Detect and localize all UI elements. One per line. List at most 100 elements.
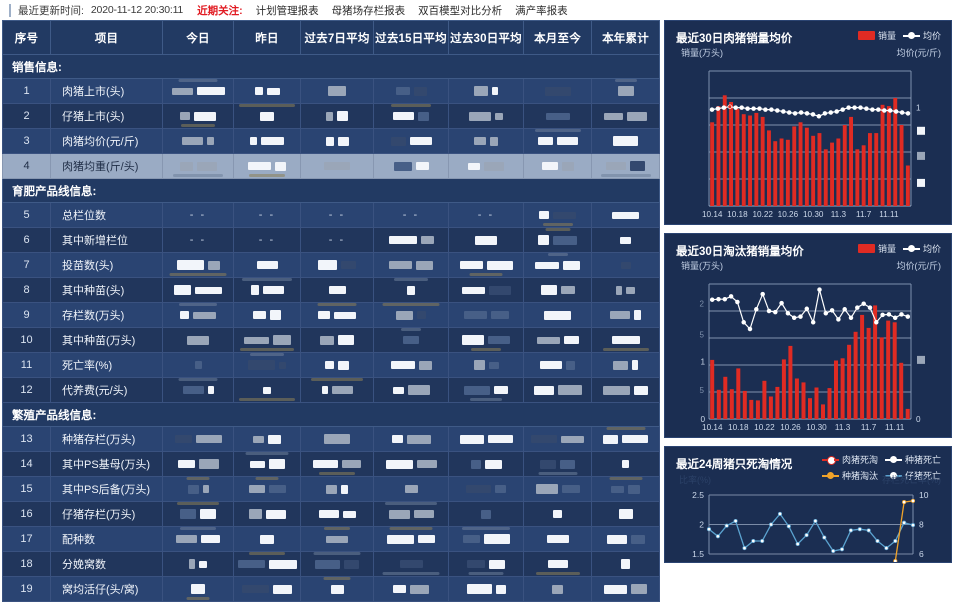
row-value-masked[interactable] bbox=[591, 377, 660, 403]
row-value-masked[interactable] bbox=[300, 476, 374, 502]
col-header-ytd[interactable]: 本年累计 bbox=[591, 20, 660, 55]
table-row[interactable]: 10 其中种苗(万头) bbox=[2, 327, 660, 353]
row-value-masked[interactable] bbox=[300, 302, 374, 328]
row-value-masked[interactable] bbox=[373, 128, 449, 154]
report-link-plan-management[interactable]: 计划管理报表 bbox=[255, 4, 319, 17]
table-row[interactable]: 1 肉猪上市(头) bbox=[2, 78, 660, 104]
row-value-masked[interactable] bbox=[373, 426, 449, 452]
row-value-masked[interactable] bbox=[373, 476, 449, 502]
row-value-masked[interactable] bbox=[233, 153, 301, 179]
row-value-masked[interactable] bbox=[591, 252, 660, 278]
row-value-masked[interactable] bbox=[448, 327, 524, 353]
col-header-today[interactable]: 今日 bbox=[162, 20, 234, 55]
row-value-masked[interactable] bbox=[233, 377, 301, 403]
row-value-masked[interactable] bbox=[448, 103, 524, 129]
table-row[interactable]: 2 仔猪上市(头) bbox=[2, 103, 660, 129]
col-header-avg7[interactable]: 过去7日平均 bbox=[300, 20, 374, 55]
row-value-masked[interactable] bbox=[233, 551, 301, 577]
row-value-masked[interactable] bbox=[162, 277, 234, 303]
row-value-masked[interactable] bbox=[373, 277, 449, 303]
row-value-masked[interactable] bbox=[448, 227, 524, 253]
row-value-masked[interactable] bbox=[591, 202, 660, 228]
row-value-masked[interactable] bbox=[523, 252, 592, 278]
report-link-sow-farm-inventory[interactable]: 母猪场存栏报表 bbox=[331, 4, 406, 17]
row-value-masked[interactable] bbox=[233, 576, 301, 602]
chart1-legend-item-price[interactable]: 均价 bbox=[902, 29, 941, 42]
row-value-masked[interactable] bbox=[162, 252, 234, 278]
row-value-masked[interactable] bbox=[448, 501, 524, 527]
row-value-masked[interactable] bbox=[233, 302, 301, 328]
row-value-masked[interactable] bbox=[373, 252, 449, 278]
row-value-masked[interactable] bbox=[448, 476, 524, 502]
chart-card-culled-sales[interactable]: 最近30日淘汰猪销量均价 销量 均价 销量(万头) 均价(元/斤) 10.14 1… bbox=[664, 233, 952, 438]
row-value-masked[interactable] bbox=[300, 501, 374, 527]
row-value-masked[interactable] bbox=[373, 377, 449, 403]
row-value-masked[interactable] bbox=[591, 302, 660, 328]
table-row[interactable]: 18 分娩窝数 bbox=[2, 551, 660, 577]
col-header-item[interactable]: 项目 bbox=[50, 20, 163, 55]
col-header-mtd[interactable]: 本月至今 bbox=[523, 20, 592, 55]
row-value-masked[interactable] bbox=[233, 451, 301, 477]
row-value-masked[interactable] bbox=[523, 451, 592, 477]
row-value-masked[interactable] bbox=[300, 426, 374, 452]
col-header-avg15[interactable]: 过去15日平均 bbox=[373, 20, 449, 55]
row-value-masked[interactable] bbox=[233, 277, 301, 303]
row-value-masked[interactable] bbox=[591, 103, 660, 129]
row-value-masked[interactable] bbox=[373, 302, 449, 328]
row-value-masked[interactable] bbox=[373, 227, 449, 253]
table-row[interactable]: 4 肉猪均重(斤/头) bbox=[2, 153, 660, 179]
row-value-masked[interactable] bbox=[233, 78, 301, 104]
row-value-masked[interactable] bbox=[162, 327, 234, 353]
row-value-masked[interactable] bbox=[162, 501, 234, 527]
row-value-masked[interactable] bbox=[162, 352, 234, 378]
row-value-masked[interactable] bbox=[523, 128, 592, 154]
row-value-masked[interactable] bbox=[373, 451, 449, 477]
table-row[interactable]: 12 代养费(元/头) bbox=[2, 377, 660, 403]
row-value-masked[interactable] bbox=[162, 153, 234, 179]
row-value-masked[interactable] bbox=[591, 526, 660, 552]
row-value-masked[interactable] bbox=[523, 377, 592, 403]
row-value-masked[interactable] bbox=[300, 103, 374, 129]
row-value-masked[interactable] bbox=[300, 526, 374, 552]
row-value-masked[interactable] bbox=[448, 252, 524, 278]
row-value-masked[interactable] bbox=[523, 78, 592, 104]
row-value-masked[interactable] bbox=[162, 302, 234, 328]
table-row[interactable]: 5 总栏位数 - - - - - - - - - - bbox=[2, 202, 660, 228]
row-value-dash[interactable]: - - bbox=[300, 227, 374, 253]
row-value-dash[interactable]: - - bbox=[448, 202, 524, 228]
row-value-masked[interactable] bbox=[523, 227, 592, 253]
row-value-masked[interactable] bbox=[162, 78, 234, 104]
row-value-masked[interactable] bbox=[523, 576, 592, 602]
row-value-masked[interactable] bbox=[448, 451, 524, 477]
row-value-masked[interactable] bbox=[373, 103, 449, 129]
report-link-double-hundred-model[interactable]: 双百模型对比分析 bbox=[418, 4, 503, 17]
row-value-masked[interactable] bbox=[448, 128, 524, 154]
row-value-masked[interactable] bbox=[448, 277, 524, 303]
row-value-masked[interactable] bbox=[300, 551, 374, 577]
row-value-masked[interactable] bbox=[162, 451, 234, 477]
row-value-masked[interactable] bbox=[448, 551, 524, 577]
row-value-masked[interactable] bbox=[591, 551, 660, 577]
row-value-masked[interactable] bbox=[300, 377, 374, 403]
row-value-masked[interactable] bbox=[373, 153, 449, 179]
row-value-masked[interactable] bbox=[373, 327, 449, 353]
row-value-masked[interactable] bbox=[591, 78, 660, 104]
table-row[interactable]: 13 种猪存栏(万头) bbox=[2, 426, 660, 452]
table-row[interactable]: 3 肉猪均价(元/斤) bbox=[2, 128, 660, 154]
table-row[interactable]: 6 其中新增栏位 - - - - - - bbox=[2, 227, 660, 253]
row-value-dash[interactable]: - - bbox=[373, 202, 449, 228]
row-value-masked[interactable] bbox=[233, 426, 301, 452]
row-value-masked[interactable] bbox=[300, 153, 374, 179]
row-value-masked[interactable] bbox=[591, 426, 660, 452]
row-value-masked[interactable] bbox=[448, 526, 524, 552]
row-value-masked[interactable] bbox=[591, 576, 660, 602]
table-row[interactable]: 9 存栏数(万头) bbox=[2, 302, 660, 328]
row-value-masked[interactable] bbox=[162, 476, 234, 502]
row-value-masked[interactable] bbox=[523, 153, 592, 179]
row-value-masked[interactable] bbox=[300, 576, 374, 602]
table-row[interactable]: 16 仔猪存栏(万头) bbox=[2, 501, 660, 527]
chart1-legend-item-volume[interactable]: 销量 bbox=[857, 29, 896, 42]
row-value-masked[interactable] bbox=[162, 128, 234, 154]
row-value-dash[interactable]: - - bbox=[162, 227, 234, 253]
row-value-dash[interactable]: - - bbox=[233, 227, 301, 253]
